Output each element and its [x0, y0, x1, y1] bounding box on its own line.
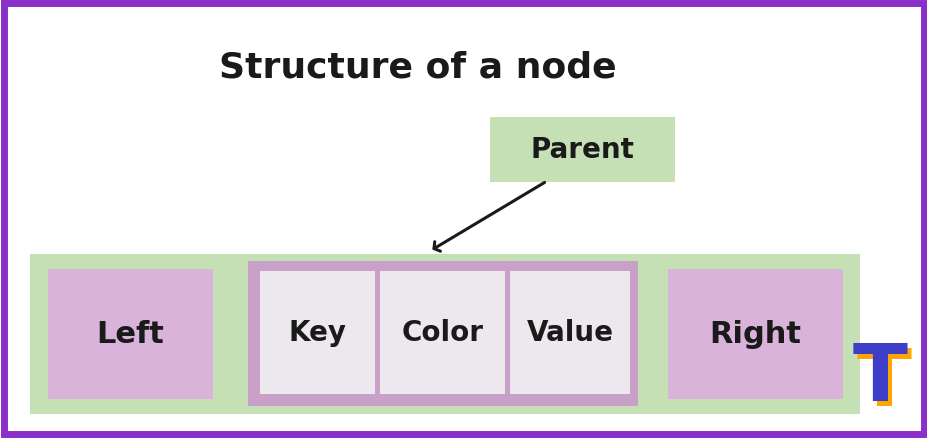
FancyBboxPatch shape: [260, 272, 375, 394]
FancyBboxPatch shape: [248, 261, 638, 406]
FancyBboxPatch shape: [30, 254, 859, 414]
FancyBboxPatch shape: [379, 272, 504, 394]
Text: Right: Right: [709, 320, 801, 349]
FancyBboxPatch shape: [48, 269, 213, 399]
FancyBboxPatch shape: [510, 272, 629, 394]
Text: Parent: Parent: [530, 136, 634, 164]
Text: Key: Key: [288, 319, 346, 347]
Text: T: T: [856, 344, 910, 422]
Text: T: T: [852, 339, 907, 417]
FancyBboxPatch shape: [489, 118, 674, 183]
Text: Left: Left: [96, 320, 164, 349]
Text: Color: Color: [401, 319, 483, 347]
Text: Structure of a node: Structure of a node: [219, 51, 616, 85]
FancyBboxPatch shape: [667, 269, 842, 399]
Text: Value: Value: [526, 319, 613, 347]
